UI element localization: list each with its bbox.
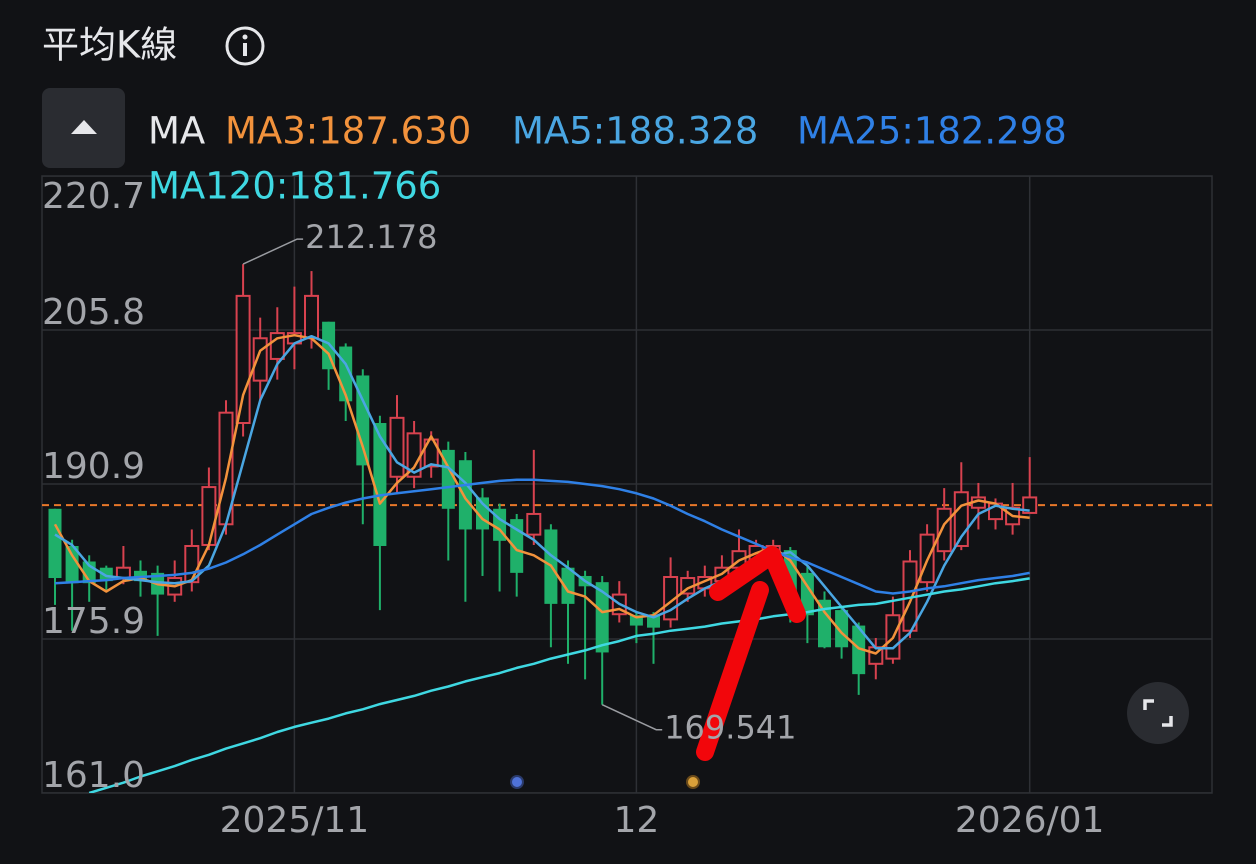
- legend-entry: MA3:187.630: [225, 110, 471, 153]
- candle-body: [423, 438, 439, 468]
- fullscreen-button[interactable]: [1127, 682, 1189, 744]
- candle-body: [65, 545, 79, 584]
- candle-body: [235, 294, 251, 425]
- event-dot[interactable]: [510, 775, 524, 789]
- collapse-button[interactable]: [42, 88, 125, 168]
- y-tick-label: 161.0: [42, 755, 145, 796]
- candle-body: [818, 599, 831, 648]
- info-icon[interactable]: [225, 26, 265, 66]
- ma-line: [53, 333, 1030, 655]
- button-bg: [1127, 682, 1189, 744]
- candle-body: [441, 449, 455, 509]
- candle-body: [629, 615, 643, 626]
- candle-body: [389, 416, 405, 478]
- legend-entry: MA120:181.766: [148, 165, 441, 208]
- candle-body: [99, 567, 113, 582]
- indicator-label: MA: [148, 110, 205, 153]
- up-arrow: [71, 120, 97, 134]
- candle-body: [561, 567, 575, 604]
- candle-body: [852, 625, 866, 675]
- legend-entry: MA5:188.328: [512, 110, 758, 153]
- candle-body: [304, 294, 319, 340]
- candle-body: [936, 507, 952, 553]
- candle-body: [373, 423, 387, 546]
- y-tick-label: 205.8: [42, 292, 145, 333]
- x-tick-label: 2026/01: [955, 800, 1105, 841]
- annotation: 169.541: [664, 709, 796, 747]
- arrow-head: [709, 546, 806, 623]
- x-tick-label: 2025/11: [220, 800, 370, 841]
- annotation-leader: [242, 238, 304, 265]
- y-tick-label: 190.9: [42, 446, 145, 487]
- ma-line: [88, 577, 1030, 793]
- candle-body: [458, 460, 472, 530]
- candle-body: [356, 375, 370, 466]
- chart-title: 平均K線: [42, 24, 177, 67]
- candle-body: [595, 582, 609, 653]
- red-arrow: [696, 546, 806, 761]
- ma-line: [54, 478, 1030, 595]
- fullscreen-icon: [1143, 699, 1173, 727]
- y-tick-label: 220.7: [42, 176, 145, 217]
- annotation: 212.178: [305, 218, 437, 256]
- info-bar: [243, 43, 247, 56]
- candle-body: [647, 615, 660, 628]
- candle-body: [48, 508, 62, 579]
- info-circle: [225, 26, 265, 66]
- event-dot[interactable]: [686, 775, 700, 789]
- candle-body: [526, 512, 542, 536]
- candle-body: [201, 486, 217, 546]
- info-dot: [242, 34, 248, 40]
- x-tick-label: 12: [613, 800, 659, 841]
- arrow-shaft: [696, 581, 769, 761]
- y-tick-label: 175.9: [42, 601, 145, 642]
- ma-line: [54, 334, 1030, 650]
- annotation-leader: [601, 704, 663, 731]
- candle-body: [322, 321, 336, 370]
- legend-entry: MA25:182.298: [797, 110, 1067, 153]
- candle-body: [835, 610, 849, 648]
